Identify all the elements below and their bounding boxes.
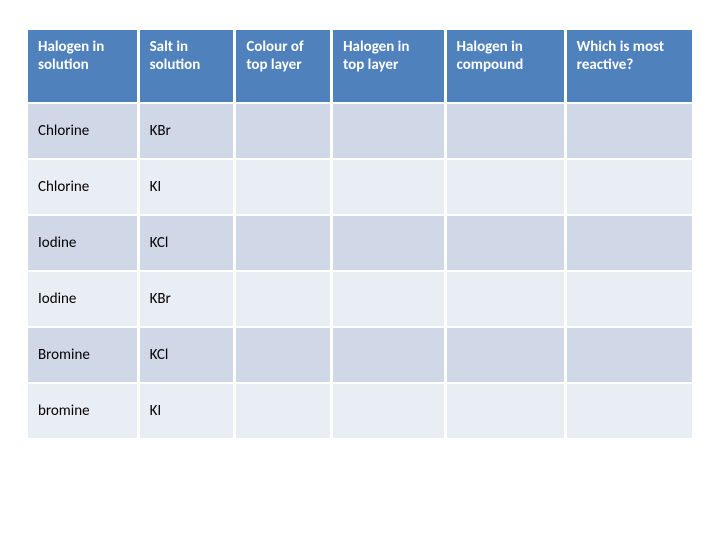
cell-halogen-top <box>332 103 445 159</box>
cell-halogen-top <box>332 327 445 383</box>
table-row: Bromine KCl <box>28 327 692 383</box>
cell-halogen-top <box>332 271 445 327</box>
cell-halogen-top <box>332 383 445 438</box>
cell-salt: KI <box>138 159 235 215</box>
cell-salt: KCl <box>138 327 235 383</box>
cell-halogen: Bromine <box>28 327 138 383</box>
table-row: bromine KI <box>28 383 692 438</box>
cell-halogen-compound <box>445 383 565 438</box>
cell-colour <box>235 383 332 438</box>
cell-halogen-compound <box>445 103 565 159</box>
cell-colour <box>235 103 332 159</box>
cell-halogen: Iodine <box>28 215 138 271</box>
cell-halogen-top <box>332 159 445 215</box>
cell-reactive <box>565 159 692 215</box>
cell-salt: KI <box>138 383 235 438</box>
cell-halogen: Iodine <box>28 271 138 327</box>
cell-reactive <box>565 383 692 438</box>
cell-halogen-compound <box>445 159 565 215</box>
cell-salt: KCl <box>138 215 235 271</box>
cell-reactive <box>565 271 692 327</box>
cell-salt: KBr <box>138 103 235 159</box>
cell-halogen: bromine <box>28 383 138 438</box>
cell-halogen-compound <box>445 327 565 383</box>
cell-reactive <box>565 103 692 159</box>
col-header-salt-solution: Salt in solution <box>138 30 235 103</box>
cell-reactive <box>565 327 692 383</box>
cell-colour <box>235 271 332 327</box>
cell-halogen-top <box>332 215 445 271</box>
col-header-halogen-solution: Halogen in solution <box>28 30 138 103</box>
cell-colour <box>235 327 332 383</box>
col-header-colour-top: Colour of top layer <box>235 30 332 103</box>
table-row: Iodine KBr <box>28 271 692 327</box>
table-row: Iodine KCl <box>28 215 692 271</box>
cell-salt: KBr <box>138 271 235 327</box>
cell-halogen-compound <box>445 271 565 327</box>
table-header-row: Halogen in solution Salt in solution Col… <box>28 30 692 103</box>
table-row: Chlorine KI <box>28 159 692 215</box>
col-header-halogen-top: Halogen in top layer <box>332 30 445 103</box>
cell-halogen: Chlorine <box>28 159 138 215</box>
cell-halogen: Chlorine <box>28 103 138 159</box>
table-row: Chlorine KBr <box>28 103 692 159</box>
cell-colour <box>235 159 332 215</box>
col-header-halogen-compound: Halogen in compound <box>445 30 565 103</box>
col-header-most-reactive: Which is most reactive? <box>565 30 692 103</box>
cell-reactive <box>565 215 692 271</box>
halogen-table: Halogen in solution Salt in solution Col… <box>28 30 692 438</box>
cell-colour <box>235 215 332 271</box>
cell-halogen-compound <box>445 215 565 271</box>
